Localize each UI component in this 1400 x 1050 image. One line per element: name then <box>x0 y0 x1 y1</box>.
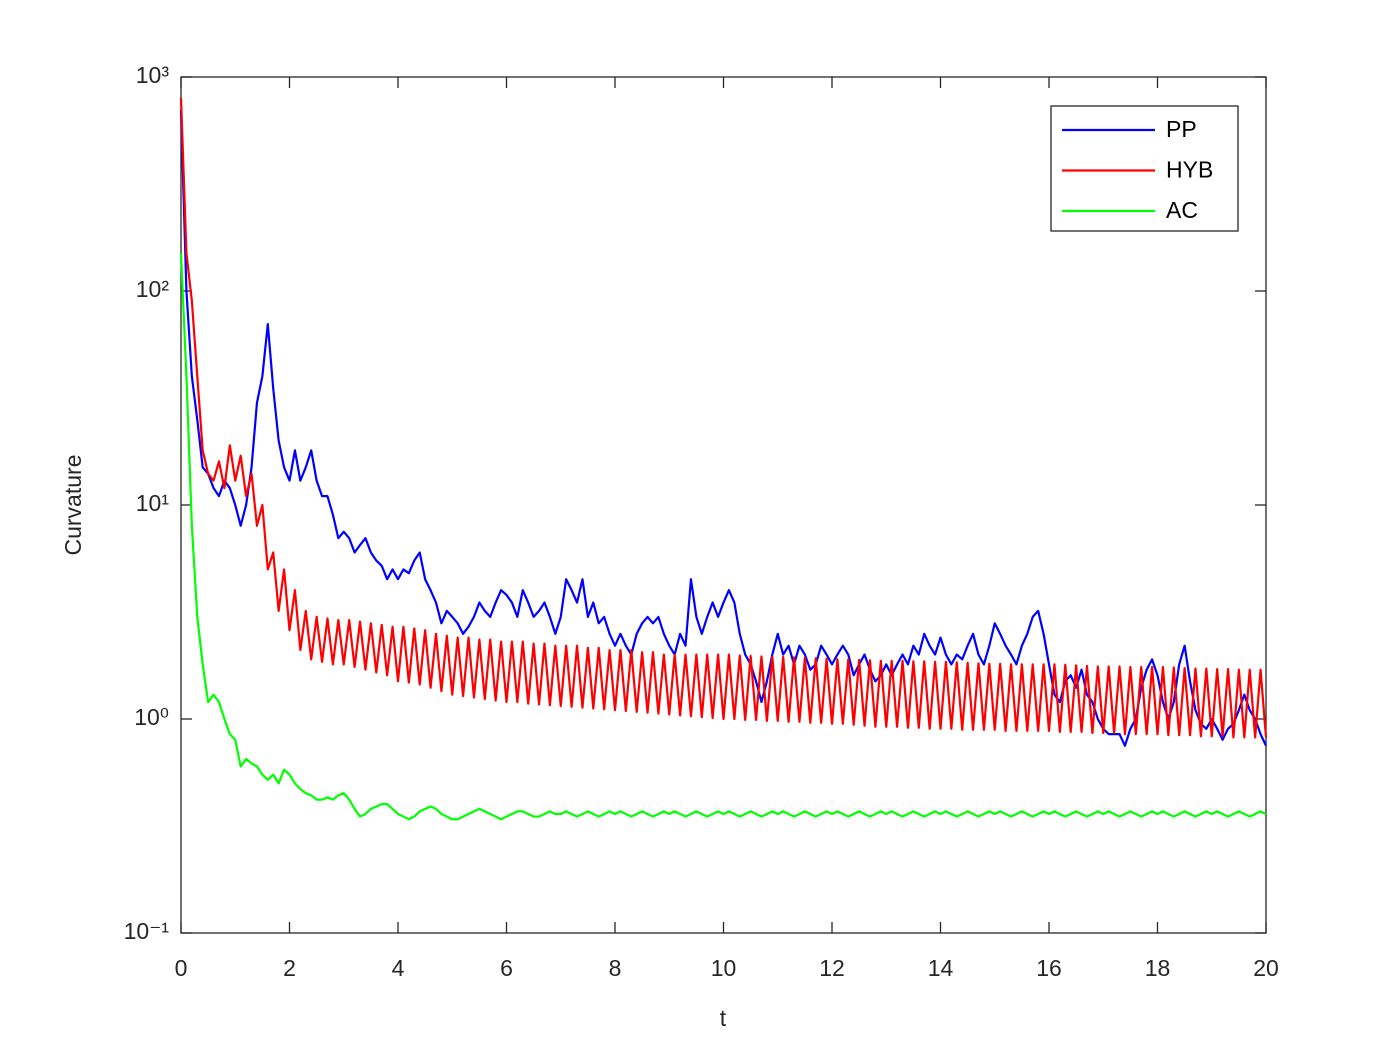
x-tick-label: 2 <box>283 955 296 981</box>
x-tick-label: 6 <box>500 955 513 981</box>
x-tick-label: 20 <box>1253 955 1279 981</box>
y-axis-label: Curvature <box>60 455 86 556</box>
x-tick-label: 12 <box>819 955 845 981</box>
y-tick-label: 10⁻¹ <box>124 918 170 944</box>
legend-label: PP <box>1166 116 1197 142</box>
x-tick-label: 18 <box>1145 955 1171 981</box>
y-tick-label: 10¹ <box>136 490 170 516</box>
x-tick-label: 0 <box>175 955 188 981</box>
series-line <box>179 97 1268 739</box>
y-tick-label: 10² <box>136 276 170 302</box>
x-axis-label: t <box>720 1005 727 1031</box>
x-tick-label: 10 <box>711 955 737 981</box>
series-line <box>179 253 1267 821</box>
x-tick-label: 4 <box>392 955 405 981</box>
y-tick-label: 10⁰ <box>134 704 169 730</box>
legend-label: HYB <box>1166 157 1213 183</box>
x-tick-label: 8 <box>609 955 622 981</box>
y-tick-label: 10³ <box>136 62 170 88</box>
x-tick-label: 16 <box>1036 955 1062 981</box>
x-tick-label: 14 <box>928 955 954 981</box>
legend-label: AC <box>1166 197 1198 223</box>
